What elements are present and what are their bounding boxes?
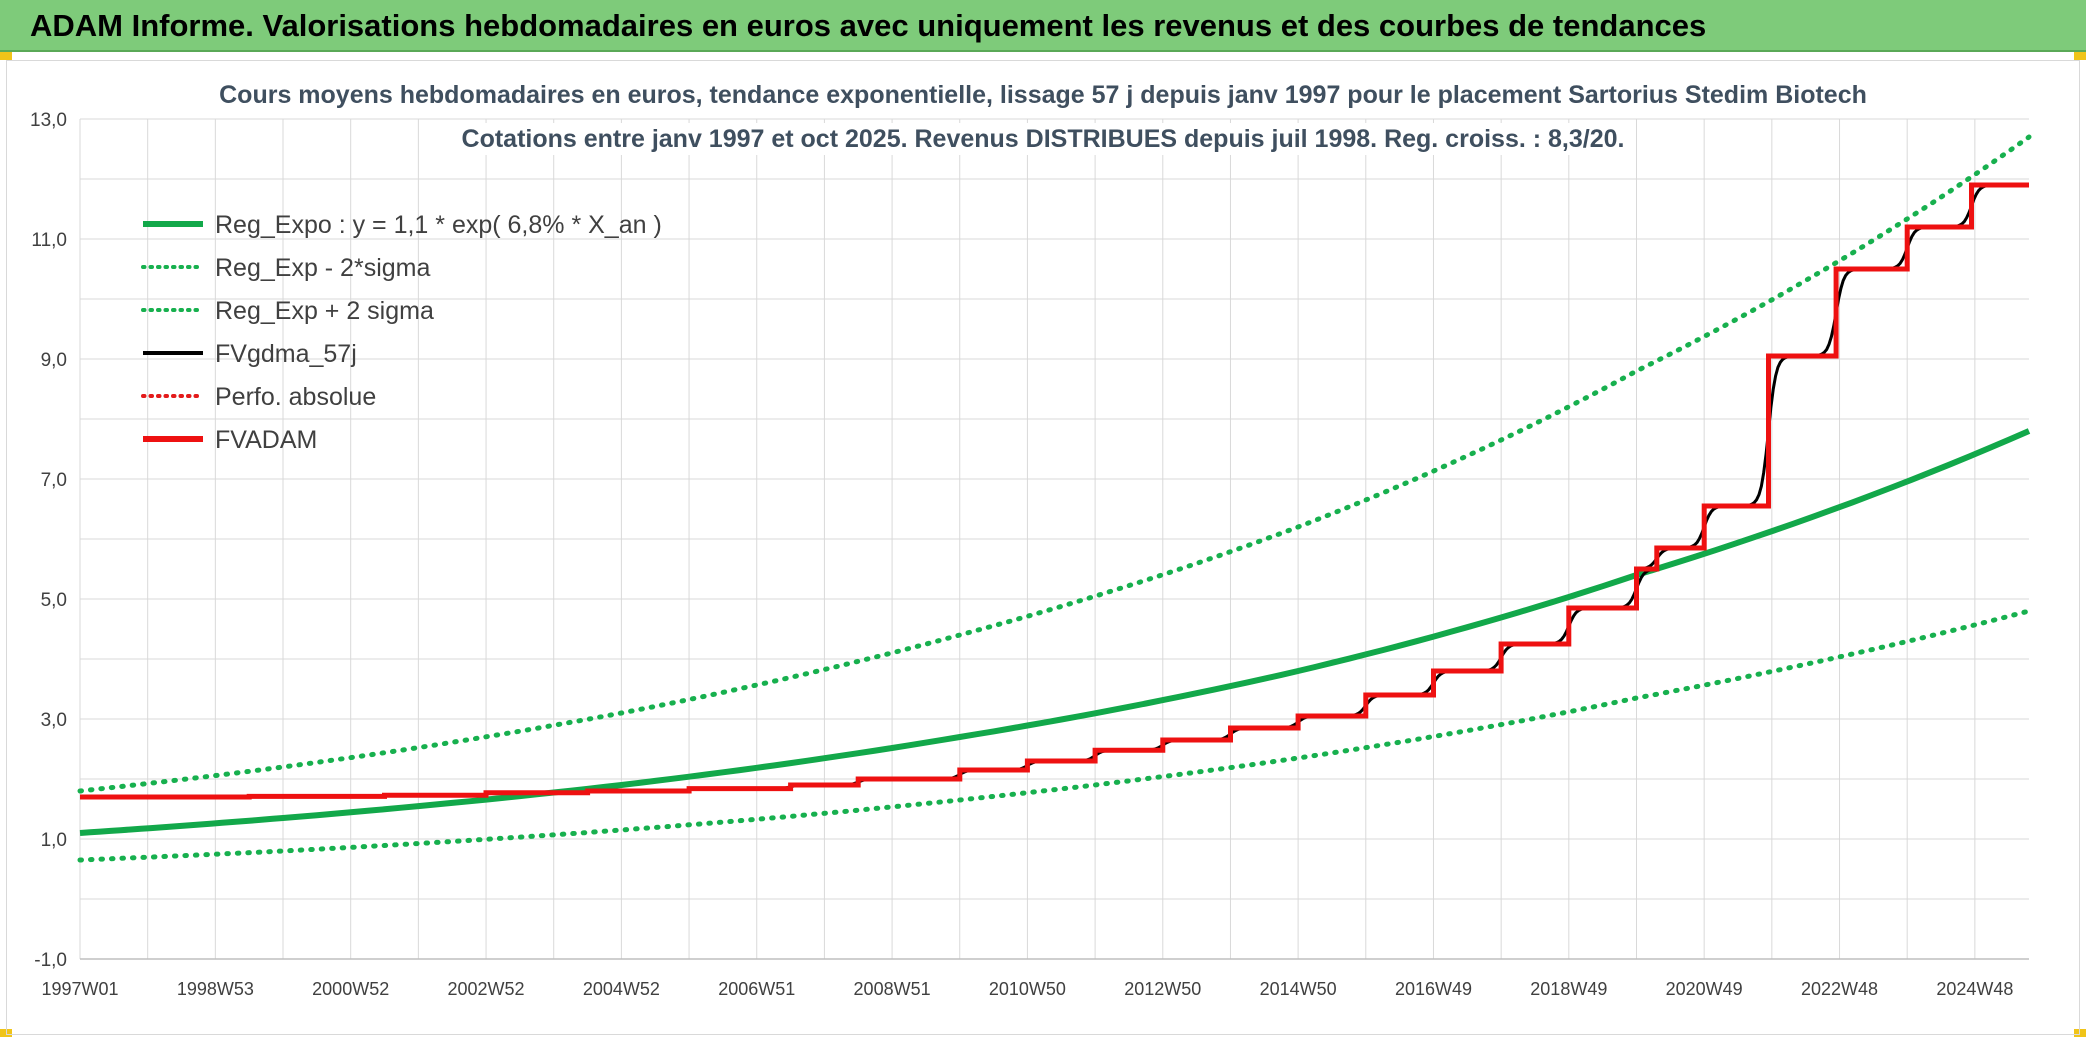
- legend: Reg_Expo : y = 1,1 * exp( 6,8% * X_an ) R…: [141, 211, 662, 454]
- legend-label-reg: Reg_Expo : y = 1,1 * exp( 6,8% * X_an ): [215, 211, 662, 239]
- x-tick-label: 2010W50: [989, 979, 1066, 999]
- x-tick-label: 2000W52: [312, 979, 389, 999]
- legend-label-perfo: Perfo. absolue: [215, 383, 376, 411]
- chart-title-bg: [213, 79, 1873, 111]
- series-fvadam: [80, 182, 2029, 800]
- grid: [79, 118, 2029, 960]
- corner-marker: [0, 52, 12, 60]
- x-tick-label: 2018W49: [1530, 979, 1607, 999]
- x-tick-label: 2008W51: [854, 979, 931, 999]
- legend-label-fvadam: FVADAM: [215, 426, 317, 454]
- series-reg-exp-minus-2sigma: [77, 608, 2032, 863]
- x-tick-label: 2024W48: [1936, 979, 2013, 999]
- header-banner: ADAM Informe. Valorisations hebdomadaire…: [0, 0, 2086, 52]
- x-tick-label: 2022W48: [1801, 979, 1878, 999]
- y-tick-label: 3,0: [41, 710, 67, 731]
- series-reg-exp-plus-2sigma: [77, 134, 2032, 794]
- x-tick-label: 2002W52: [448, 979, 525, 999]
- corner-marker: [2074, 52, 2086, 60]
- chart-title: Cours moyens hebdomadaires en euros, ten…: [213, 79, 1873, 155]
- legend-label-fvgdma: FVgdma_57j: [215, 340, 357, 368]
- x-tick-label: 1997W01: [41, 979, 118, 999]
- x-tick-label: 2020W49: [1666, 979, 1743, 999]
- legend-label-high: Reg_Exp + 2 sigma: [215, 297, 434, 325]
- x-tick-label: 2006W51: [718, 979, 795, 999]
- x-tick-label: 2012W50: [1124, 979, 1201, 999]
- corner-marker: [2074, 1029, 2086, 1037]
- axes: 13,0 11,0 9,0 7,0 5,0 3,0 1,0 -1,0 1997W01 1998W5…: [30, 110, 2029, 999]
- y-tick-label: -1,0: [34, 950, 67, 971]
- x-tick-label: 2014W50: [1260, 979, 1337, 999]
- chart-area: 13,0 11,0 9,0 7,0 5,0 3,0 1,0 -1,0 1997W01 1998W5…: [6, 60, 2080, 1035]
- page-title: ADAM Informe. Valorisations hebdomadaire…: [30, 8, 1707, 43]
- y-tick-label: 5,0: [41, 590, 67, 611]
- legend-label-low: Reg_Exp - 2*sigma: [215, 254, 430, 282]
- chart-title-line: Cours moyens hebdomadaires en euros, ten…: [219, 81, 1867, 109]
- x-tick-label: 1998W53: [177, 979, 254, 999]
- chart-svg: 13,0 11,0 9,0 7,0 5,0 3,0 1,0 -1,0 1997W01 1998W5…: [30, 79, 2032, 999]
- series: [77, 134, 2032, 863]
- y-tick-label: 7,0: [41, 470, 67, 491]
- y-tick-label: 1,0: [41, 830, 67, 851]
- chart-title-line: Cotations entre janv 1997 et oct 2025. R…: [462, 125, 1625, 153]
- x-tick-label: 2016W49: [1395, 979, 1472, 999]
- series-reg-expo: [79, 428, 2031, 836]
- chart-title-bg: [455, 123, 1631, 155]
- y-tick-label: 9,0: [41, 350, 67, 371]
- x-tick-label: 2004W52: [583, 979, 660, 999]
- y-tick-label: 13,0: [30, 110, 67, 131]
- y-tick-label: 11,0: [31, 230, 67, 251]
